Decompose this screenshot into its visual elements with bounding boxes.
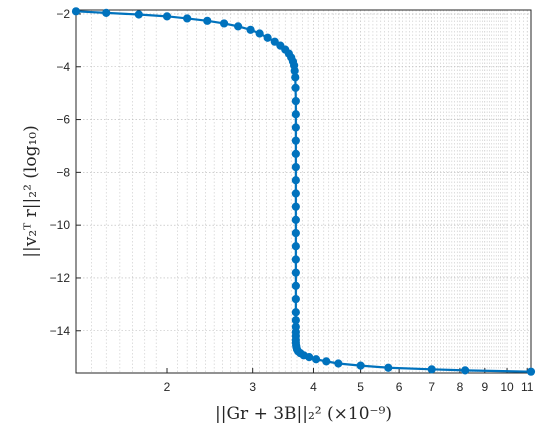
data-point: [526, 367, 536, 376]
y-tick-label: −10: [50, 218, 71, 232]
axes-box: [75, 9, 532, 374]
x-tick-label: 8: [457, 380, 464, 394]
x-axis-ticks: 2 3 4 5 6 7 8 9 10 11: [164, 368, 534, 394]
y-tick-label: −4: [56, 60, 70, 74]
y-tick-label: −12: [50, 271, 71, 285]
data-point: [291, 176, 300, 185]
data-point: [291, 281, 300, 290]
data-point: [291, 294, 300, 304]
data-point: [291, 308, 300, 317]
data-point: [427, 365, 436, 374]
x-tick-label: 6: [396, 380, 403, 394]
data-point: [291, 96, 300, 106]
data-point: [291, 73, 300, 82]
data-point: [461, 366, 470, 375]
data-point: [102, 8, 111, 17]
data-point: [246, 25, 255, 34]
data-point: [291, 268, 300, 277]
x-grid: [91, 10, 528, 373]
data-point: [291, 228, 300, 238]
data-point: [71, 7, 81, 16]
x-tick-label: 2: [164, 380, 171, 394]
data-point: [334, 359, 343, 368]
data-point: [162, 12, 172, 21]
series-line: [75, 10, 532, 373]
y-axis-ticks: −2 −4 −6 −8 −10 −12 −14: [50, 7, 81, 338]
data-point: [322, 357, 331, 366]
x-axis-label: ||Gr + 3B||₂² (×10⁻⁹): [215, 404, 392, 424]
x-tick-label: 10: [500, 380, 514, 394]
data-point: [263, 33, 272, 42]
y-tick-label: −6: [56, 113, 70, 127]
data-point: [291, 110, 300, 119]
data-point: [291, 215, 300, 224]
y-axis-label: ||v₂ᵀ r||₂² (log₁₀): [21, 125, 41, 257]
x-tick-label: 7: [428, 380, 435, 394]
data-point: [255, 29, 264, 38]
data-point: [183, 14, 192, 23]
data-point: [291, 202, 300, 211]
y-tick-label: −2: [56, 7, 70, 21]
data-point: [384, 363, 393, 372]
data-point: [291, 149, 300, 158]
data-point: [291, 136, 300, 145]
x-tick-label: 11: [521, 380, 534, 394]
y-tick-label: −14: [50, 324, 71, 338]
data-point: [203, 16, 212, 25]
y-grid: [76, 13, 531, 332]
x-tick-label: 3: [249, 380, 256, 394]
data-point: [270, 37, 279, 46]
data-point: [291, 123, 300, 132]
data-point: [356, 361, 365, 370]
data-point: [305, 353, 314, 362]
data-point: [134, 10, 143, 19]
data-point: [234, 22, 243, 31]
series-group: [71, 7, 536, 376]
data-point: [291, 83, 300, 92]
data-point: [290, 66, 299, 75]
x-tick-label: 9: [481, 380, 488, 394]
data-point: [291, 162, 300, 172]
data-point: [291, 242, 300, 251]
x-tick-label: 5: [357, 380, 364, 394]
data-point: [291, 255, 300, 264]
data-point: [311, 355, 321, 364]
data-point: [291, 189, 300, 198]
y-tick-label: −8: [56, 165, 70, 179]
x-tick-label: 4: [310, 380, 317, 394]
data-point: [219, 19, 229, 28]
